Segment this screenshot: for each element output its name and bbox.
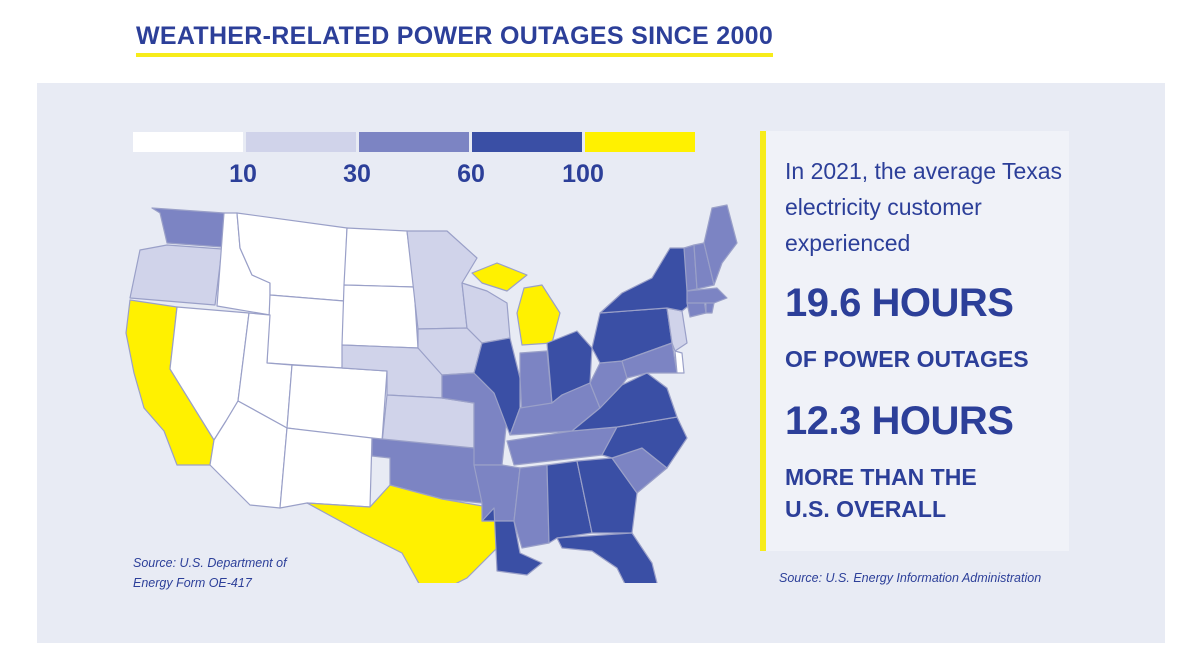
state-virginia [571,372,678,432]
legend-tick-10: 10 [229,160,257,188]
stat-label-2: MORE THAN THE U.S. OVERALL [785,461,977,525]
stat-value-1: 19.6 HOURS [785,281,1014,325]
legend-swatch-2 [359,132,469,152]
legend-tick-60: 60 [457,160,485,188]
map-source-note: Source: U.S. Department of Energy Form O… [133,553,287,593]
state-colorado [286,364,388,442]
map-source-line-1: Source: U.S. Department of [133,556,287,570]
state-washington [151,207,225,248]
legend-swatch-0 [133,132,243,152]
state-new-york [599,247,693,314]
state-massachusetts [686,287,728,304]
state-wyoming [266,294,345,369]
stat-label-1-text: OF POWER OUTAGES [785,346,1029,372]
state-michigan-lower [516,284,561,346]
stat-source-note: Source: U.S. Energy Information Administ… [779,571,1042,585]
map-source-line-2: Energy Form OE-417 [133,576,252,590]
stat-value-2: 12.3 HOURS [785,399,1014,443]
state-florida [556,532,658,583]
state-maryland [621,342,678,379]
stat-intro: In 2021, the average Texas electricity c… [785,158,1063,256]
us-outage-map [125,204,738,583]
state-south-dakota [341,284,419,349]
state-maine [703,204,738,286]
legend-tick-100: 100 [562,160,604,188]
stat-label-2-line-1: MORE THAN THE [785,464,977,490]
legend: 10 30 60 100 [133,132,697,202]
state-new-mexico [279,427,373,509]
page-title: WEATHER-RELATED POWER OUTAGES SINCE 2000 [136,22,774,57]
stat-callout: In 2021, the average Texas electricity c… [760,131,1069,551]
stat-label-1: OF POWER OUTAGES [785,343,1029,375]
state-north-dakota [343,227,415,288]
state-oregon [129,244,223,306]
legend-swatch-3 [472,132,582,152]
state-texas [306,484,498,583]
legend-swatch-4 [585,132,695,152]
state-mississippi [513,464,550,549]
state-georgia [576,457,638,534]
stat-label-2-line-2: U.S. OVERALL [785,496,947,522]
state-michigan-upper [471,262,528,292]
infographic-panel: 10 30 60 100 [37,83,1165,643]
legend-swatch-1 [246,132,356,152]
legend-tick-30: 30 [343,160,371,188]
state-delaware [674,350,685,374]
